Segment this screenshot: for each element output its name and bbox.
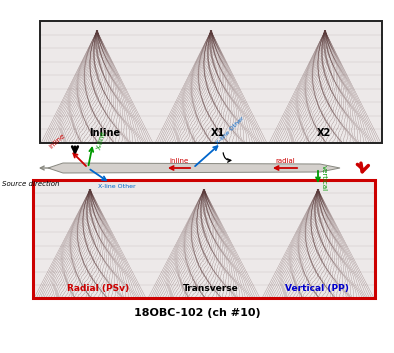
Text: radial: radial bbox=[275, 158, 295, 164]
Bar bbox=[40, 21, 382, 143]
Text: X-line Other: X-line Other bbox=[215, 116, 245, 146]
Text: Transverse: Transverse bbox=[183, 284, 239, 293]
Bar bbox=[33, 180, 375, 298]
Polygon shape bbox=[48, 163, 340, 173]
Text: X1: X1 bbox=[211, 128, 225, 138]
Text: X-line Other: X-line Other bbox=[98, 184, 136, 189]
Bar bbox=[40, 21, 382, 143]
Text: X2: X2 bbox=[317, 128, 331, 138]
Text: 18OBC-102 (ch #10): 18OBC-102 (ch #10) bbox=[134, 308, 260, 318]
Text: X-line: X-line bbox=[96, 130, 107, 150]
Text: vertical: vertical bbox=[321, 165, 327, 191]
Text: Radial (PSv): Radial (PSv) bbox=[67, 284, 129, 293]
Text: inline: inline bbox=[48, 133, 66, 150]
Text: Inline: Inline bbox=[89, 128, 121, 138]
Text: inline: inline bbox=[169, 158, 189, 164]
Bar bbox=[33, 180, 375, 298]
Text: Vertical (PP): Vertical (PP) bbox=[285, 284, 349, 293]
Text: Source direction: Source direction bbox=[2, 181, 59, 187]
